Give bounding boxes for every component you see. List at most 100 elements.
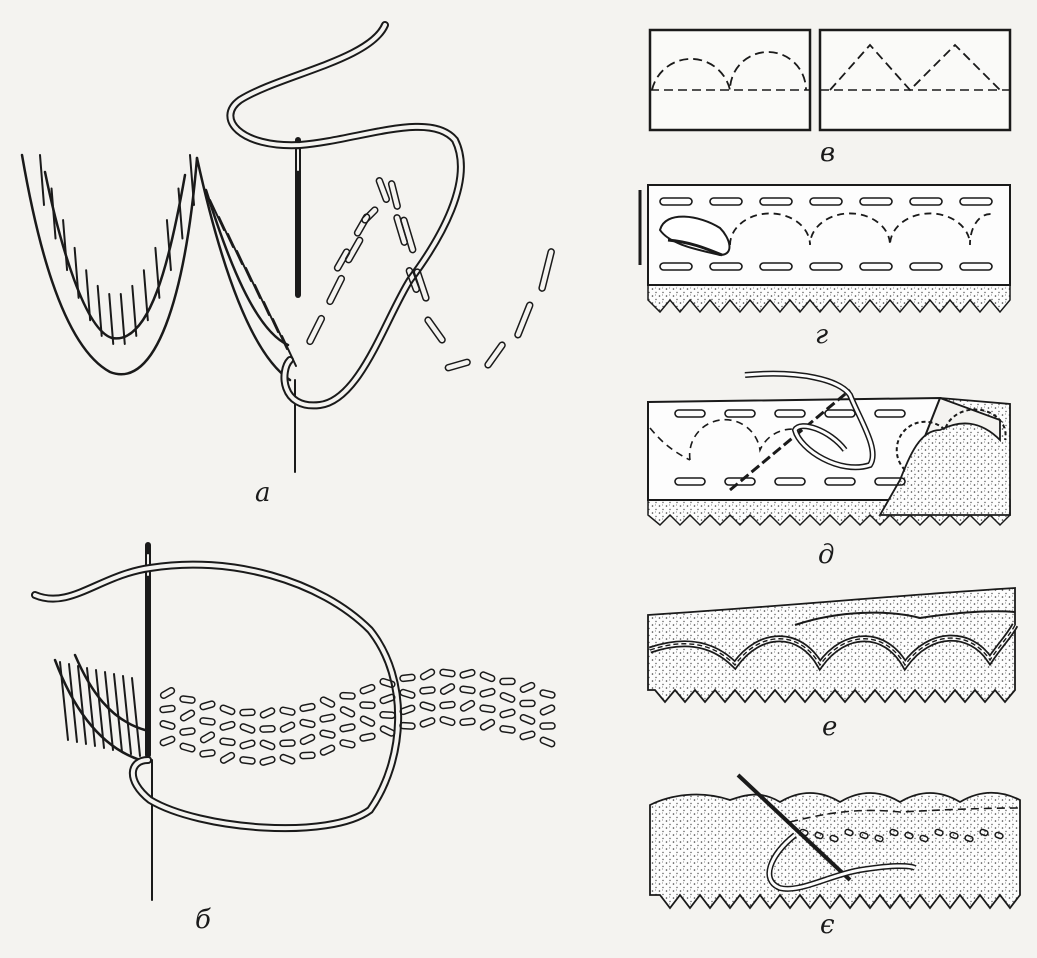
running-stitch: [405, 267, 421, 293]
satin-stitch: [85, 269, 92, 322]
satin-stitch: [39, 154, 45, 206]
running-stitch: [159, 735, 176, 747]
satin-stitch: [95, 669, 105, 749]
running-stitch: [299, 733, 316, 746]
running-stitch: [499, 725, 516, 734]
running-stitch: [339, 739, 356, 749]
guide-stitch: [674, 409, 706, 418]
running-stitch: [359, 683, 376, 695]
satin-stitch: [108, 292, 115, 345]
running-stitch: [539, 722, 556, 730]
running-stitch: [479, 718, 496, 731]
satin-stitch: [142, 269, 149, 322]
running-stitch: [179, 709, 196, 722]
decorative-stitch: [994, 831, 1004, 840]
running-stitch: [259, 739, 276, 751]
satin-stitch: [77, 665, 87, 745]
panel-ye-illustration: [649, 773, 1021, 910]
guide-stitch: [824, 477, 856, 486]
running-stitch: [519, 730, 536, 741]
running-stitch: [279, 753, 296, 765]
satin-stitch: [50, 187, 57, 240]
running-stitch: [339, 691, 356, 700]
running-stitch: [538, 248, 555, 292]
guide-stitch: [724, 477, 756, 486]
running-stitch: [219, 751, 236, 764]
finished-edge-fabric: [647, 587, 1016, 704]
running-stitch: [219, 737, 236, 747]
running-stitch: [484, 341, 506, 369]
running-stitch: [299, 718, 316, 729]
running-stitch: [499, 708, 516, 719]
running-stitch: [539, 704, 556, 716]
running-stitch: [439, 683, 456, 695]
running-stitch: [319, 744, 336, 756]
decorative-stitch: [829, 834, 839, 843]
running-stitch: [199, 700, 216, 711]
running-stitch: [379, 725, 396, 737]
running-stitch: [319, 713, 336, 723]
running-stitch: [519, 713, 536, 725]
fabric-cut-area: [878, 397, 1011, 516]
scallop-outer-edge: [20, 153, 199, 376]
running-stitch: [239, 723, 256, 734]
running-stitch: [339, 723, 356, 733]
scallop-inner-edge-2: [204, 188, 290, 347]
running-stitch: [519, 681, 536, 693]
running-stitch: [159, 687, 176, 699]
running-stitch: [326, 274, 346, 306]
guide-stitch: [774, 477, 806, 486]
guide-stitch: [709, 197, 743, 206]
running-stitch: [419, 717, 436, 728]
running-stitch: [239, 708, 256, 717]
running-stitch: [539, 689, 556, 699]
running-stitch: [399, 673, 416, 683]
running-stitch: [199, 731, 216, 744]
running-stitch: [379, 693, 396, 705]
satin-stitch: [86, 667, 96, 747]
decorative-edge-fabric: [649, 791, 1021, 910]
decorative-stitch: [934, 828, 944, 837]
running-stitch: [219, 704, 236, 716]
satin-stitch: [62, 219, 69, 272]
satin-stitch: [154, 246, 161, 299]
running-stitch: [399, 721, 416, 730]
satin-stitch: [59, 661, 69, 741]
guide-stitch: [959, 262, 993, 271]
guide-stitch: [909, 262, 943, 271]
panel-label-d: д: [818, 540, 835, 570]
satin-stitch: [73, 246, 80, 299]
running-stitch: [379, 710, 396, 719]
guide-stitch: [709, 262, 743, 271]
running-stitch: [400, 216, 417, 254]
decorative-stitch: [844, 828, 854, 837]
running-stitch: [387, 180, 401, 210]
guide-stitch: [774, 409, 806, 418]
satin-stitch: [189, 154, 195, 206]
panel-g-illustration: [638, 184, 1011, 314]
running-stitch: [279, 706, 296, 716]
running-stitch: [319, 729, 336, 739]
running-stitch: [479, 704, 496, 714]
panel-label-ye: є: [820, 910, 835, 940]
running-stitch: [459, 685, 476, 695]
running-stitch: [444, 358, 471, 372]
running-stitch: [359, 701, 376, 710]
panel-b-illustration: [31, 542, 556, 901]
running-stitch: [179, 742, 196, 753]
running-stitch: [199, 717, 216, 726]
running-stitch: [379, 677, 396, 689]
running-stitch: [179, 695, 196, 704]
guide-stitch: [874, 409, 906, 418]
scallop-outer-edge-2: [195, 156, 292, 382]
running-stitch: [439, 668, 456, 678]
running-stitch: [199, 749, 216, 758]
running-stitch: [519, 699, 536, 708]
running-stitch: [299, 751, 316, 760]
guide-stitch: [724, 409, 756, 418]
running-stitch: [319, 696, 336, 708]
guide-stitch: [874, 477, 906, 486]
decorative-stitch: [904, 831, 914, 840]
